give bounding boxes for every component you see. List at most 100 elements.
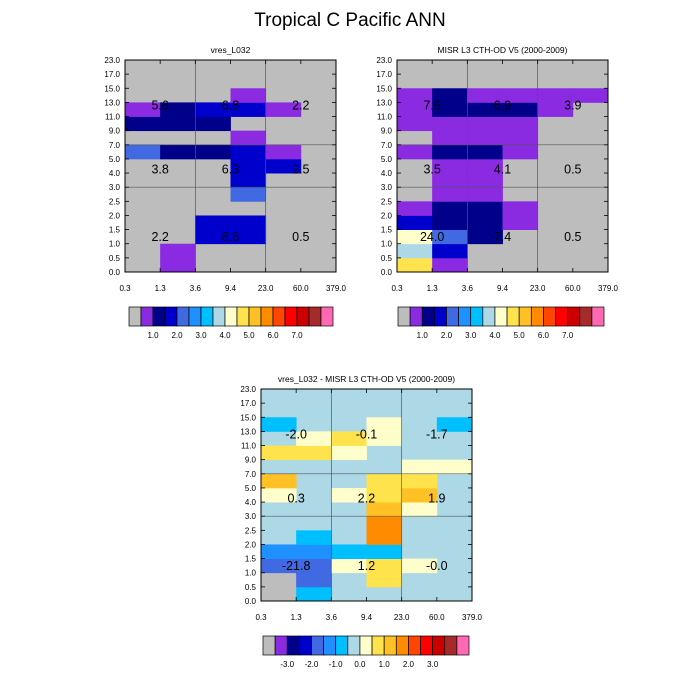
heatmap-cell xyxy=(261,445,297,461)
colorbar-swatch xyxy=(248,306,262,327)
data-label: 2.2 xyxy=(358,491,375,505)
heatmap-cell xyxy=(397,215,433,230)
data-label: 1.2 xyxy=(358,559,375,573)
heatmap-cell xyxy=(397,144,433,160)
y-tick-label: 9.0 xyxy=(381,127,393,136)
heatmap-cell xyxy=(467,215,503,230)
panel-title: vres_L032 xyxy=(211,45,251,55)
data-label: -2.0 xyxy=(285,428,307,442)
colorbar-swatch xyxy=(128,306,142,327)
heatmap-cell xyxy=(366,473,403,489)
heatmap-cell xyxy=(432,116,468,132)
data-label: 7.6 xyxy=(423,99,440,113)
x-tick-label: 23.0 xyxy=(530,284,546,293)
colorbar-label: 5.0 xyxy=(514,331,526,340)
heatmap-cell xyxy=(296,431,332,446)
y-tick-label: 2.5 xyxy=(245,526,257,535)
data-label: 3.8 xyxy=(151,162,168,176)
heatmap-cell xyxy=(502,88,539,103)
y-tick-label: 9.0 xyxy=(245,456,257,465)
colorbar-label: 0.0 xyxy=(354,660,366,669)
data-label: -0.0 xyxy=(426,559,448,573)
data-label: 2.2 xyxy=(292,99,309,113)
x-tick-label: 23.0 xyxy=(394,613,410,622)
heatmap-cell xyxy=(467,116,503,132)
y-tick-label: 1.5 xyxy=(381,226,393,235)
heatmap-cell xyxy=(160,102,196,117)
colorbar-swatch xyxy=(408,635,421,656)
heatmap-cell xyxy=(467,144,503,160)
panel-misr: MISR L3 CTH-OD V5 (2000-2009) 0.3 1.3 3.6 9.… xyxy=(376,45,618,293)
colorbar-label: -3.0 xyxy=(280,660,294,669)
data-label: 6.3 xyxy=(222,162,239,176)
heatmap-cell xyxy=(195,215,231,230)
colorbar-swatch xyxy=(456,635,470,656)
data-label: 8.6 xyxy=(222,230,239,244)
x-tick-label: 1.3 xyxy=(427,284,439,293)
data-label: 0.5 xyxy=(292,230,309,244)
heatmap-cell xyxy=(125,144,161,160)
y-tick-label: 3.0 xyxy=(109,183,121,192)
heatmap-cell xyxy=(467,158,503,174)
heatmap-cell xyxy=(195,116,231,132)
y-tick-label: 13.0 xyxy=(240,427,256,436)
colorbar-swatch xyxy=(421,306,435,327)
heatmap-cell xyxy=(467,187,503,202)
data-label: -1.7 xyxy=(426,428,448,442)
colorbar-label: 6.0 xyxy=(267,331,279,340)
colorbar-label: 4.0 xyxy=(219,331,231,340)
x-tick-label: 9.4 xyxy=(225,284,237,293)
colorbar-swatch xyxy=(591,306,605,327)
heatmap-cell xyxy=(125,116,161,132)
heatmap-cell xyxy=(230,229,267,245)
y-tick-label: 15.0 xyxy=(376,84,392,93)
data-label: 5.6 xyxy=(151,99,168,113)
heatmap-cell xyxy=(331,544,367,559)
heatmap-cell xyxy=(401,487,438,503)
colorbar-swatch xyxy=(446,306,459,327)
colorbar-misr: 1.0 2.0 3.0 4.0 5.0 6.0 7.0 xyxy=(397,306,605,340)
colorbar-swatch xyxy=(470,306,484,327)
colorbar-swatch xyxy=(236,306,250,327)
x-tick-label: 9.4 xyxy=(361,613,373,622)
y-tick-label: 0.0 xyxy=(109,268,121,277)
y-tick-label: 15.0 xyxy=(240,413,256,422)
y-tick-label: 2.0 xyxy=(245,540,257,549)
colorbar-label: 1.0 xyxy=(379,660,391,669)
y-tick-label: 17.0 xyxy=(104,70,120,79)
heatmap-cell xyxy=(432,257,468,273)
heatmap-cell xyxy=(230,130,267,146)
colorbar-swatch xyxy=(200,306,214,327)
x-tick-label: 379.0 xyxy=(598,284,619,293)
y-tick-label: 0.0 xyxy=(245,597,257,606)
y-tick-label: 23.0 xyxy=(376,56,392,65)
colorbar-swatch xyxy=(272,306,286,327)
y-tick-label: 0.5 xyxy=(109,254,121,263)
heatmap-cell xyxy=(230,88,267,103)
colorbar-label: 2.0 xyxy=(441,331,453,340)
heatmap-cell xyxy=(261,417,297,432)
colorbar-swatch xyxy=(262,635,276,656)
colorbar-label: 2.0 xyxy=(171,331,183,340)
x-tick-label: 0.3 xyxy=(255,613,267,622)
y-tick-label: 4.0 xyxy=(245,498,257,507)
data-label: 3.9 xyxy=(564,99,581,113)
data-label: 6.9 xyxy=(494,99,511,113)
colorbar-swatch xyxy=(296,306,310,327)
colorbar-swatch xyxy=(323,635,337,656)
heatmap-cell xyxy=(296,445,332,461)
x-tick-label: 60.0 xyxy=(293,284,309,293)
y-tick-label: 5.0 xyxy=(381,155,393,164)
y-tick-label: 1.5 xyxy=(109,226,121,235)
heatmap-cell xyxy=(467,201,503,216)
data-label: 0.5 xyxy=(564,230,581,244)
y-tick-label: 0.5 xyxy=(381,254,393,263)
heatmap-cell xyxy=(331,431,367,446)
colorbar-swatch xyxy=(395,635,409,656)
colorbar-swatch xyxy=(432,635,446,656)
colorbar-swatch xyxy=(311,635,324,656)
heatmap-cell xyxy=(296,558,332,574)
heatmap-cell xyxy=(366,572,403,588)
x-tick-label: 0.3 xyxy=(119,284,131,293)
heatmap-cell xyxy=(432,243,468,259)
